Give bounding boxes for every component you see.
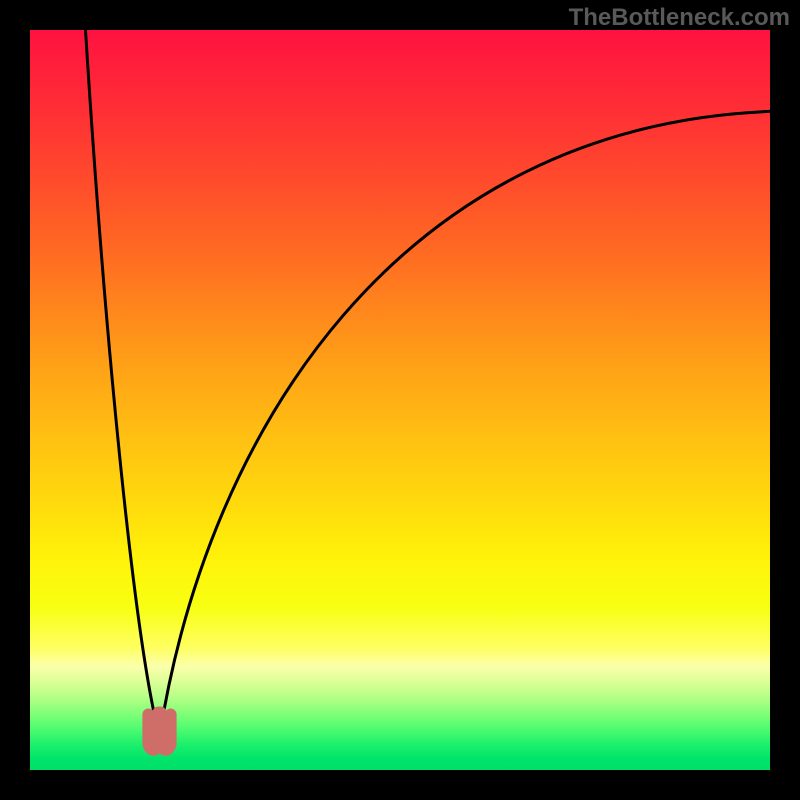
chart-container: TheBottleneck.com	[0, 0, 800, 800]
dip-u-marker	[148, 713, 170, 750]
watermark-text: TheBottleneck.com	[569, 4, 790, 32]
chart-svg	[0, 0, 800, 800]
